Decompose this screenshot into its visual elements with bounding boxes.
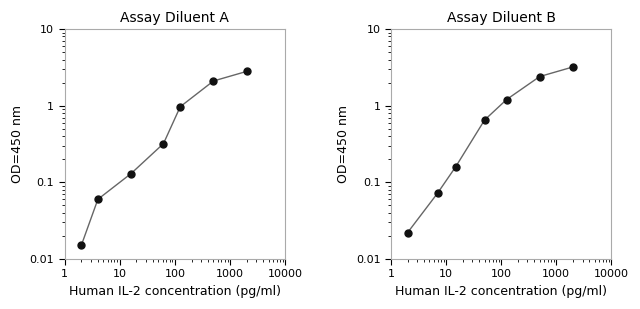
Y-axis label: OD=450 nm: OD=450 nm	[11, 105, 24, 183]
X-axis label: Human IL-2 concentration (pg/ml): Human IL-2 concentration (pg/ml)	[395, 285, 607, 298]
Title: Assay Diluent A: Assay Diluent A	[120, 11, 229, 25]
Title: Assay Diluent B: Assay Diluent B	[447, 11, 556, 25]
X-axis label: Human IL-2 concentration (pg/ml): Human IL-2 concentration (pg/ml)	[69, 285, 281, 298]
Y-axis label: OD=450 nm: OD=450 nm	[337, 105, 350, 183]
